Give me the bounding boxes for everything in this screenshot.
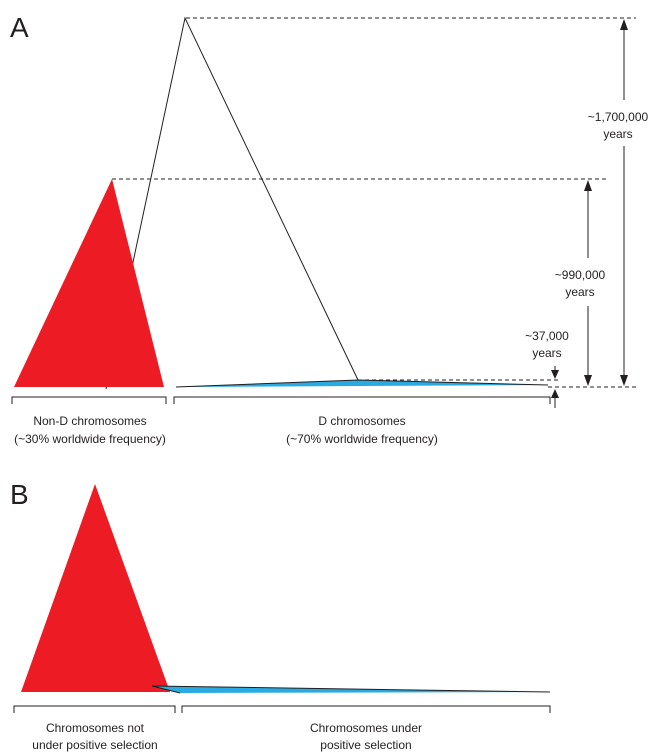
d-lineage-sliver — [176, 380, 548, 387]
bracket-unselected — [13, 705, 176, 713]
non-d-lineage-triangle — [14, 179, 164, 387]
d-group-label-line2: (~70% worldwide frequency) — [286, 432, 438, 446]
unselected-lineage-triangle — [21, 484, 170, 692]
selected-group-label-line1: Chromosomes under — [310, 721, 422, 735]
unselected-group-label-line2: under positive selection — [32, 738, 157, 752]
age-label-2-line2: years — [565, 285, 594, 299]
age-label-3-line1: ~37,000 — [525, 329, 569, 343]
bracket-d — [173, 396, 551, 404]
unselected-group-label-line1: Chromosomes not — [46, 721, 145, 735]
d-group-label-line1: D chromosomes — [318, 414, 405, 428]
age-label-1-line1: ~1,700,000 — [588, 110, 649, 124]
selected-group-label-line2: positive selection — [320, 738, 411, 752]
bracket-selected — [181, 705, 551, 713]
selected-lineage-outline — [151, 685, 551, 694]
age-label-2-line1: ~990,000 — [555, 268, 606, 282]
bracket-non-d — [11, 396, 167, 404]
age-label-3-line2: years — [532, 346, 561, 360]
age-label-1-line2: years — [603, 127, 632, 141]
age-arrow-37000 — [551, 366, 559, 408]
non-d-group-label-line1: Non-D chromosomes — [33, 414, 146, 428]
age-arrow-1700000 — [620, 19, 628, 386]
non-d-group-label-line2: (~30% worldwide frequency) — [14, 432, 166, 446]
panel-a-label: A — [10, 12, 29, 43]
panel-b-label: B — [10, 479, 29, 510]
age-arrow-990000 — [584, 180, 592, 386]
